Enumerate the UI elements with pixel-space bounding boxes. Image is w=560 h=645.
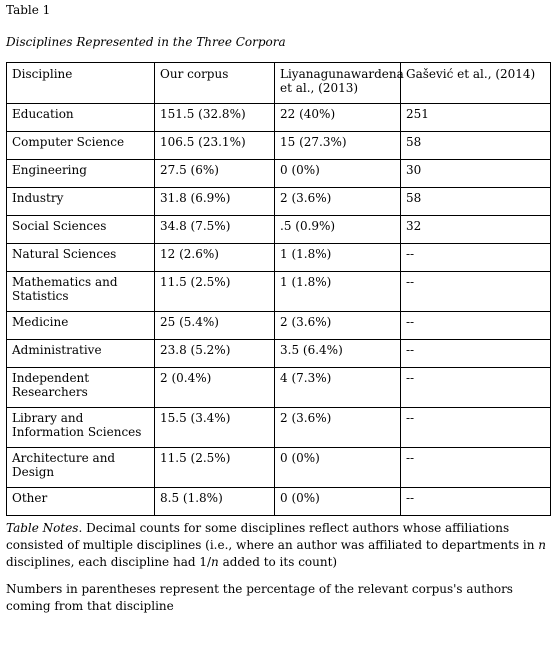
cell-liyanagunawardena: 2 (3.6%) xyxy=(274,311,401,340)
table-notes: Table Notes. Decimal counts for some dis… xyxy=(6,520,554,615)
cell-our-corpus: 8.5 (1.8%) xyxy=(154,487,275,516)
cell-discipline: Natural Sciences xyxy=(6,243,155,272)
cell-gasevic: -- xyxy=(400,311,551,340)
table-notes-percentages: Numbers in parentheses represent the per… xyxy=(6,582,513,613)
cell-our-corpus: 31.8 (6.9%) xyxy=(154,187,275,216)
cell-liyanagunawardena: 0 (0%) xyxy=(274,487,401,516)
table-notes-lead: Table Notes xyxy=(6,521,79,535)
cell-discipline: Mathematics and Statistics xyxy=(6,271,155,312)
cell-liyanagunawardena: 22 (40%) xyxy=(274,103,401,132)
cell-discipline: Computer Science xyxy=(6,131,155,160)
cell-gasevic: 251 xyxy=(400,103,551,132)
table-row: Administrative 23.8 (5.2%) 3.5 (6.4%) -- xyxy=(6,339,551,368)
cell-liyanagunawardena: 0 (0%) xyxy=(274,159,401,188)
cell-gasevic: -- xyxy=(400,367,551,408)
table-row: Other 8.5 (1.8%) 0 (0%) -- xyxy=(6,487,551,516)
table-row: Industry 31.8 (6.9%) 2 (3.6%) 58 xyxy=(6,187,551,216)
cell-liyanagunawardena: 15 (27.3%) xyxy=(274,131,401,160)
cell-liyanagunawardena: .5 (0.9%) xyxy=(274,215,401,244)
cell-discipline: Medicine xyxy=(6,311,155,340)
table-row: Computer Science 106.5 (23.1%) 15 (27.3%… xyxy=(6,131,551,160)
cell-gasevic: -- xyxy=(400,243,551,272)
table-label: Table 1 xyxy=(6,3,51,17)
column-header-our-corpus: Our corpus xyxy=(154,62,275,104)
cell-gasevic: -- xyxy=(400,487,551,516)
cell-discipline: Social Sciences xyxy=(6,215,155,244)
cell-gasevic: -- xyxy=(400,339,551,368)
cell-our-corpus: 12 (2.6%) xyxy=(154,243,275,272)
cell-liyanagunawardena: 2 (3.6%) xyxy=(274,187,401,216)
table-title: Disciplines Represented in the Three Cor… xyxy=(6,35,286,49)
cell-discipline: Administrative xyxy=(6,339,155,368)
table-row: Independent Researchers 2 (0.4%) 4 (7.3%… xyxy=(6,367,551,408)
cell-our-corpus: 11.5 (2.5%) xyxy=(154,271,275,312)
column-header-liyanagunawardena: Liyanagunawardena et al., (2013) xyxy=(274,62,404,104)
cell-discipline: Other xyxy=(6,487,155,516)
cell-gasevic: 58 xyxy=(400,131,551,160)
table-notes-variable-n: n xyxy=(538,538,547,552)
cell-our-corpus: 34.8 (7.5%) xyxy=(154,215,275,244)
cell-liyanagunawardena: 3.5 (6.4%) xyxy=(274,339,401,368)
cell-discipline: Engineering xyxy=(6,159,155,188)
disciplines-table: Discipline Our corpus Liyanagunawardena … xyxy=(6,62,551,516)
column-header-gasevic: Gašević et al., (2014) xyxy=(400,62,551,104)
table-row: Engineering 27.5 (6%) 0 (0%) 30 xyxy=(6,159,551,188)
table-notes-text-3: added to its count) xyxy=(218,555,338,569)
table-row: Mathematics and Statistics 11.5 (2.5%) 1… xyxy=(6,271,551,312)
table-notes-text-2: disciplines, each discipline had 1/ xyxy=(6,555,212,569)
cell-gasevic: -- xyxy=(400,407,551,448)
document-page: Table 1 Disciplines Represented in the T… xyxy=(6,0,554,615)
cell-gasevic: -- xyxy=(400,271,551,312)
cell-liyanagunawardena: 4 (7.3%) xyxy=(274,367,401,408)
cell-our-corpus: 151.5 (32.8%) xyxy=(154,103,275,132)
cell-discipline: Education xyxy=(6,103,155,132)
cell-our-corpus: 27.5 (6%) xyxy=(154,159,275,188)
cell-our-corpus: 23.8 (5.2%) xyxy=(154,339,275,368)
cell-gasevic: -- xyxy=(400,447,551,488)
cell-our-corpus: 15.5 (3.4%) xyxy=(154,407,275,448)
table-row: Natural Sciences 12 (2.6%) 1 (1.8%) -- xyxy=(6,243,551,272)
cell-liyanagunawardena: 0 (0%) xyxy=(274,447,401,488)
table-notes-variable-n: n xyxy=(211,555,219,569)
cell-liyanagunawardena: 1 (1.8%) xyxy=(274,243,401,272)
table-row: Education 151.5 (32.8%) 22 (40%) 251 xyxy=(6,103,551,132)
cell-liyanagunawardena: 2 (3.6%) xyxy=(274,407,401,448)
cell-our-corpus: 2 (0.4%) xyxy=(154,367,275,408)
table-header-row: Discipline Our corpus Liyanagunawardena … xyxy=(6,62,551,104)
cell-liyanagunawardena: 1 (1.8%) xyxy=(274,271,401,312)
column-header-discipline: Discipline xyxy=(6,62,155,104)
table-row: Medicine 25 (5.4%) 2 (3.6%) -- xyxy=(6,311,551,340)
table-row: Social Sciences 34.8 (7.5%) .5 (0.9%) 32 xyxy=(6,215,551,244)
cell-gasevic: 58 xyxy=(400,187,551,216)
cell-discipline: Independent Researchers xyxy=(6,367,155,408)
cell-our-corpus: 106.5 (23.1%) xyxy=(154,131,275,160)
cell-discipline: Architecture and Design xyxy=(6,447,155,488)
table-notes-paragraph: Table Notes. Decimal counts for some dis… xyxy=(6,520,554,571)
table-row: Architecture and Design 11.5 (2.5%) 0 (0… xyxy=(6,447,551,488)
cell-our-corpus: 11.5 (2.5%) xyxy=(154,447,275,488)
cell-our-corpus: 25 (5.4%) xyxy=(154,311,275,340)
table-row: Library and Information Sciences 15.5 (3… xyxy=(6,407,551,448)
cell-gasevic: 32 xyxy=(400,215,551,244)
table-notes-text-1: . Decimal counts for some disciplines re… xyxy=(6,521,539,552)
cell-discipline: Library and Information Sciences xyxy=(6,407,155,448)
cell-gasevic: 30 xyxy=(400,159,551,188)
cell-discipline: Industry xyxy=(6,187,155,216)
